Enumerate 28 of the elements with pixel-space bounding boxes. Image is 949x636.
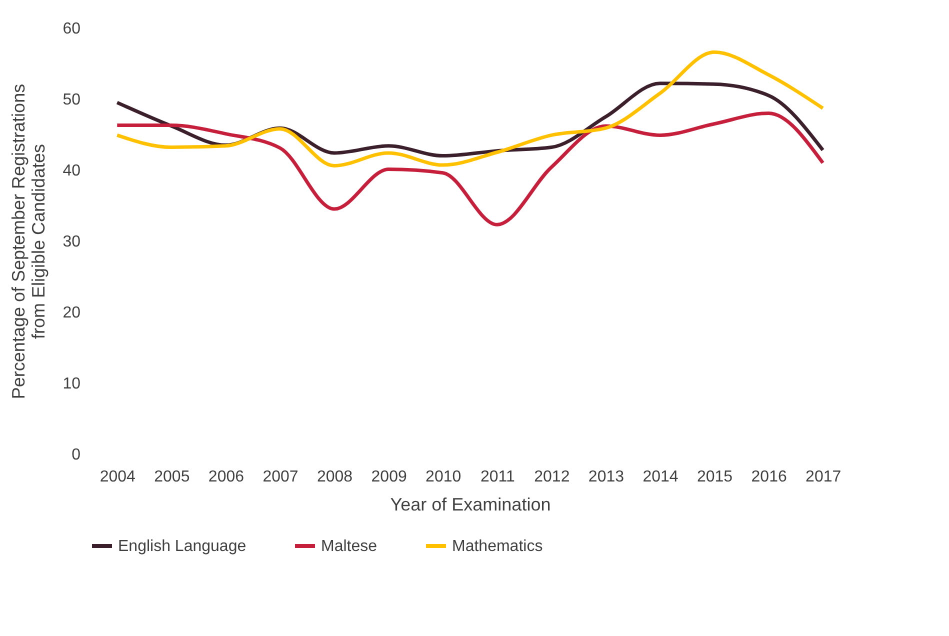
y-tick-label: 60 [62, 20, 81, 38]
y-tick-label: 40 [62, 162, 81, 180]
x-axis-title: Year of Examination [390, 494, 551, 514]
x-tick-label: 2010 [426, 468, 462, 486]
y-tick-label: 30 [62, 234, 81, 250]
y-tick-label: 0 [72, 446, 81, 464]
x-tick-label: 2008 [316, 468, 353, 486]
line-series [115, 50, 825, 168]
legend-label: English Language [118, 538, 246, 555]
x-tick-label: 2017 [806, 468, 842, 486]
x-tick-label: 2011 [480, 468, 515, 486]
x-tick-label: 2015 [696, 468, 733, 486]
y-axis-title: Percentage of September Registrations from Eligible Candidates [8, 84, 49, 400]
x-tick-label: 2014 [642, 468, 678, 486]
x-tick-label: 2013 [588, 468, 624, 486]
x-tick-label: 2004 [100, 468, 136, 486]
x-tick-label: 2007 [262, 468, 298, 486]
y-tick-label: 10 [62, 376, 81, 392]
legend-label: Maltese [321, 538, 378, 555]
y-tick-label: 50 [62, 92, 81, 108]
x-tick-label: 2009 [371, 468, 407, 486]
legend-label: Mathematics [452, 538, 543, 555]
line-series [115, 111, 825, 226]
y-tick-label: 20 [62, 304, 81, 322]
x-tick-label: 2006 [208, 468, 244, 486]
x-tick-label: 2012 [534, 468, 570, 486]
x-tick-label: 2016 [751, 468, 787, 486]
x-tick-label: 2005 [154, 468, 190, 486]
